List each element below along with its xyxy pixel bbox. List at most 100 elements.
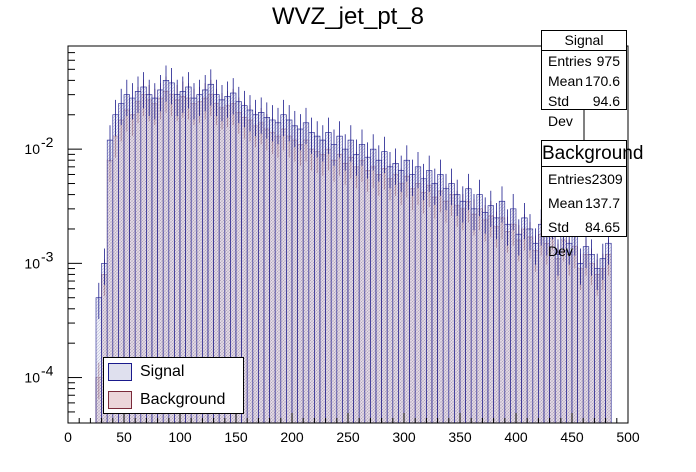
signal-bin [358, 144, 366, 423]
x-tick-label: 450 [560, 429, 584, 445]
signal-bin [437, 174, 444, 423]
signal-bin [504, 223, 511, 423]
signal-bin [482, 211, 489, 423]
signal-bin [398, 170, 405, 423]
signal-bin [476, 194, 483, 423]
signal-bin [280, 114, 287, 423]
x-tick-label: 300 [392, 429, 416, 445]
signal-bin [403, 159, 410, 423]
signal-bin [291, 125, 298, 423]
x-tick-label: 350 [448, 429, 472, 445]
signal-stats-box: Signal Entries 975 Mean 170.6 Std Dev 94… [541, 30, 627, 129]
signal-bin [330, 144, 338, 423]
signal-bin [370, 148, 377, 423]
x-tick-label: 250 [336, 429, 360, 445]
x-tick-label: 150 [224, 429, 248, 445]
signal-bin [319, 139, 326, 423]
background-stats-box: Background Entries 2309 Mean 137.7 Std D… [541, 140, 643, 259]
signal-entries-row: Entries 975 [542, 51, 626, 71]
signal-bin [493, 217, 500, 423]
signal-bin [431, 183, 438, 423]
signal-mean-row: Mean 170.6 [542, 71, 626, 91]
signal-bin [521, 217, 528, 423]
signal-bin [594, 268, 601, 423]
signal-stats-title: Signal [542, 31, 626, 51]
signal-entries-value: 975 [596, 53, 620, 69]
signal-bin [420, 178, 427, 423]
x-tick-label: 100 [168, 429, 192, 445]
signal-bin [448, 183, 455, 423]
legend-label-background: Background [140, 391, 226, 408]
background-entries-value: 2309 [591, 171, 623, 187]
signal-bin [263, 117, 270, 423]
background-std-row: Std Dev 84.65 [542, 215, 626, 259]
signal-bin [470, 208, 478, 423]
signal-bin [302, 122, 310, 423]
x-tick-label: 50 [116, 429, 132, 445]
signal-bin [269, 119, 276, 423]
signal-bin [381, 151, 388, 423]
signal-bin [532, 242, 539, 423]
signal-bin [465, 188, 472, 423]
legend-swatch-signal [108, 363, 132, 381]
x-tick-label: 500 [616, 429, 640, 445]
signal-bin [582, 246, 590, 423]
signal-bin [599, 258, 606, 423]
background-mean-row: Mean 137.7 [542, 191, 626, 215]
signal-bin [515, 233, 522, 423]
y-tick-label: 10 [24, 370, 40, 386]
y-tick-exponent: -4 [41, 363, 54, 379]
signal-std-value: 94.6 [592, 93, 620, 109]
signal-bin [342, 148, 349, 423]
signal-bin [386, 166, 394, 423]
signal-bin [510, 208, 517, 423]
signal-bin [325, 132, 332, 423]
signal-bin [353, 154, 360, 423]
signal-bin [605, 242, 612, 423]
signal-bin [392, 163, 399, 423]
legend-label-signal: Signal [140, 363, 185, 380]
signal-bin [442, 188, 450, 423]
signal-bin [454, 194, 461, 423]
signal-bin [375, 159, 382, 423]
legend-swatch-background [108, 391, 132, 409]
signal-bin [308, 132, 315, 423]
signal-bin [426, 170, 433, 423]
legend: Signal Background [103, 357, 244, 414]
signal-bin [336, 135, 343, 423]
legend-entry-background: Background [104, 386, 243, 414]
signal-bin [487, 205, 494, 423]
x-tick-label: 200 [280, 429, 304, 445]
signal-bin [526, 228, 534, 423]
signal-bin [554, 254, 562, 423]
signal-mean-value: 170.6 [584, 73, 620, 89]
background-mean-value: 137.7 [584, 195, 620, 211]
signal-bin [588, 254, 595, 423]
signal-bin [538, 223, 545, 423]
signal-bin [459, 200, 466, 423]
signal-bin [409, 174, 416, 423]
signal-bin [246, 109, 254, 423]
chart-title: WVZ_jet_pt_8 [272, 3, 424, 30]
background-std-value: 84.65 [584, 219, 620, 235]
signal-bin [286, 119, 293, 423]
y-tick-exponent: -2 [41, 134, 54, 150]
signal-bin [577, 263, 584, 423]
x-tick-label: 0 [64, 429, 72, 445]
background-mean-label: Mean [548, 195, 584, 211]
background-entries-row: Entries 2309 [542, 167, 626, 191]
signal-bin [274, 122, 282, 423]
signal-std-label: Std Dev [548, 93, 573, 129]
signal-mean-label: Mean [548, 73, 584, 89]
signal-bin [258, 112, 265, 423]
signal-bin [566, 242, 573, 423]
signal-bin [414, 166, 422, 423]
background-stats-title: Background [542, 141, 643, 167]
y-tick-label: 10 [24, 141, 40, 157]
signal-bin [297, 128, 304, 423]
signal-bin [498, 200, 506, 423]
y-tick-exponent: -3 [41, 248, 54, 264]
signal-std-row: Std Dev 94.6 [542, 91, 626, 129]
background-entries-label: Entries [548, 171, 592, 187]
